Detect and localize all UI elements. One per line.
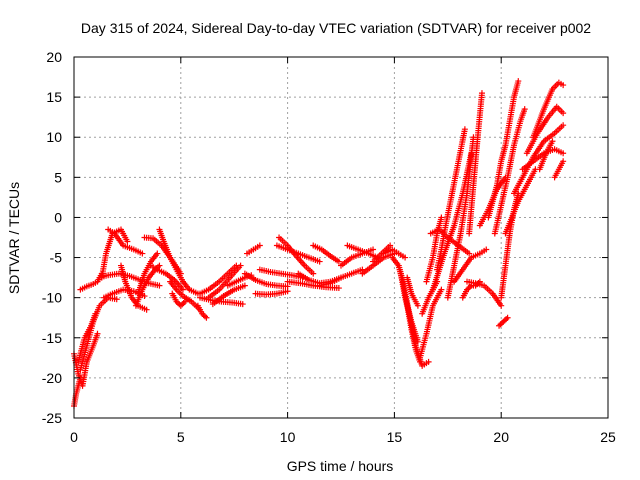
data-point: [284, 288, 291, 295]
data-point: [335, 258, 342, 265]
data-point: [549, 138, 556, 145]
data-point: [483, 246, 490, 253]
y-tick-label: 5: [54, 169, 62, 185]
x-tick-label: 15: [387, 429, 403, 445]
data-point: [498, 302, 505, 309]
data-point: [560, 150, 567, 157]
y-tick-label: 0: [54, 209, 62, 225]
data-point: [239, 301, 246, 308]
data-point: [402, 254, 409, 261]
data-point: [203, 314, 210, 321]
data-point: [387, 242, 394, 249]
data-point: [156, 262, 163, 269]
data-point: [560, 122, 567, 129]
y-axis-label: SDTVAR / TECUs: [6, 182, 22, 294]
data-point: [179, 286, 186, 293]
x-tick-label: 10: [280, 429, 296, 445]
x-tick-label: 5: [177, 429, 185, 445]
data-point: [438, 286, 445, 293]
data-point: [256, 242, 263, 249]
data-point: [335, 285, 342, 292]
y-tick-label: -10: [42, 290, 62, 306]
data-point: [182, 298, 189, 305]
y-tick-label: 10: [46, 129, 62, 145]
y-tick-label: -5: [50, 250, 63, 266]
x-tick-label: 25: [600, 429, 616, 445]
data-point: [560, 158, 567, 165]
data-point: [310, 270, 317, 277]
x-axis-label: GPS time / hours: [287, 458, 394, 474]
plot-frame: [73, 56, 609, 419]
y-tick-label: -25: [42, 410, 62, 426]
x-tick-label: 20: [493, 429, 509, 445]
chart-title: Day 315 of 2024, Sidereal Day-to-day VTE…: [81, 20, 591, 36]
y-tick-label: 20: [46, 49, 62, 65]
data-point: [316, 258, 323, 265]
data-point: [504, 314, 511, 321]
y-tick-label: -15: [42, 330, 62, 346]
data-point: [425, 358, 432, 365]
data-point: [466, 250, 473, 257]
data-point: [414, 302, 421, 309]
data-point: [370, 246, 377, 253]
data-point: [94, 330, 101, 337]
data-point: [515, 78, 522, 85]
y-tick-label: 15: [46, 89, 62, 105]
data-point: [461, 126, 468, 133]
data-point: [478, 90, 485, 97]
data-point: [156, 282, 163, 289]
y-tick-label: -20: [42, 370, 62, 386]
data-point: [438, 214, 445, 221]
data-point: [92, 310, 99, 317]
y-tick-labels: -25 -20 -15 -10 -5 0 5 10 15 20: [42, 49, 62, 426]
data-point: [414, 338, 421, 345]
x-tick-labels: 0 5 10 15 20 25: [70, 429, 616, 445]
data-point: [124, 238, 131, 245]
data-point: [241, 282, 248, 289]
data-point: [113, 296, 120, 303]
data-point: [521, 106, 528, 113]
data-point: [154, 250, 161, 257]
data-point: [143, 306, 150, 313]
data-point: [560, 110, 567, 117]
x-tick-label: 0: [70, 429, 78, 445]
data-markers: [71, 78, 567, 409]
axis-ticks: [73, 56, 609, 419]
data-point: [139, 250, 146, 257]
grid: [74, 57, 608, 418]
data-point: [237, 262, 244, 269]
data-point: [560, 82, 567, 89]
